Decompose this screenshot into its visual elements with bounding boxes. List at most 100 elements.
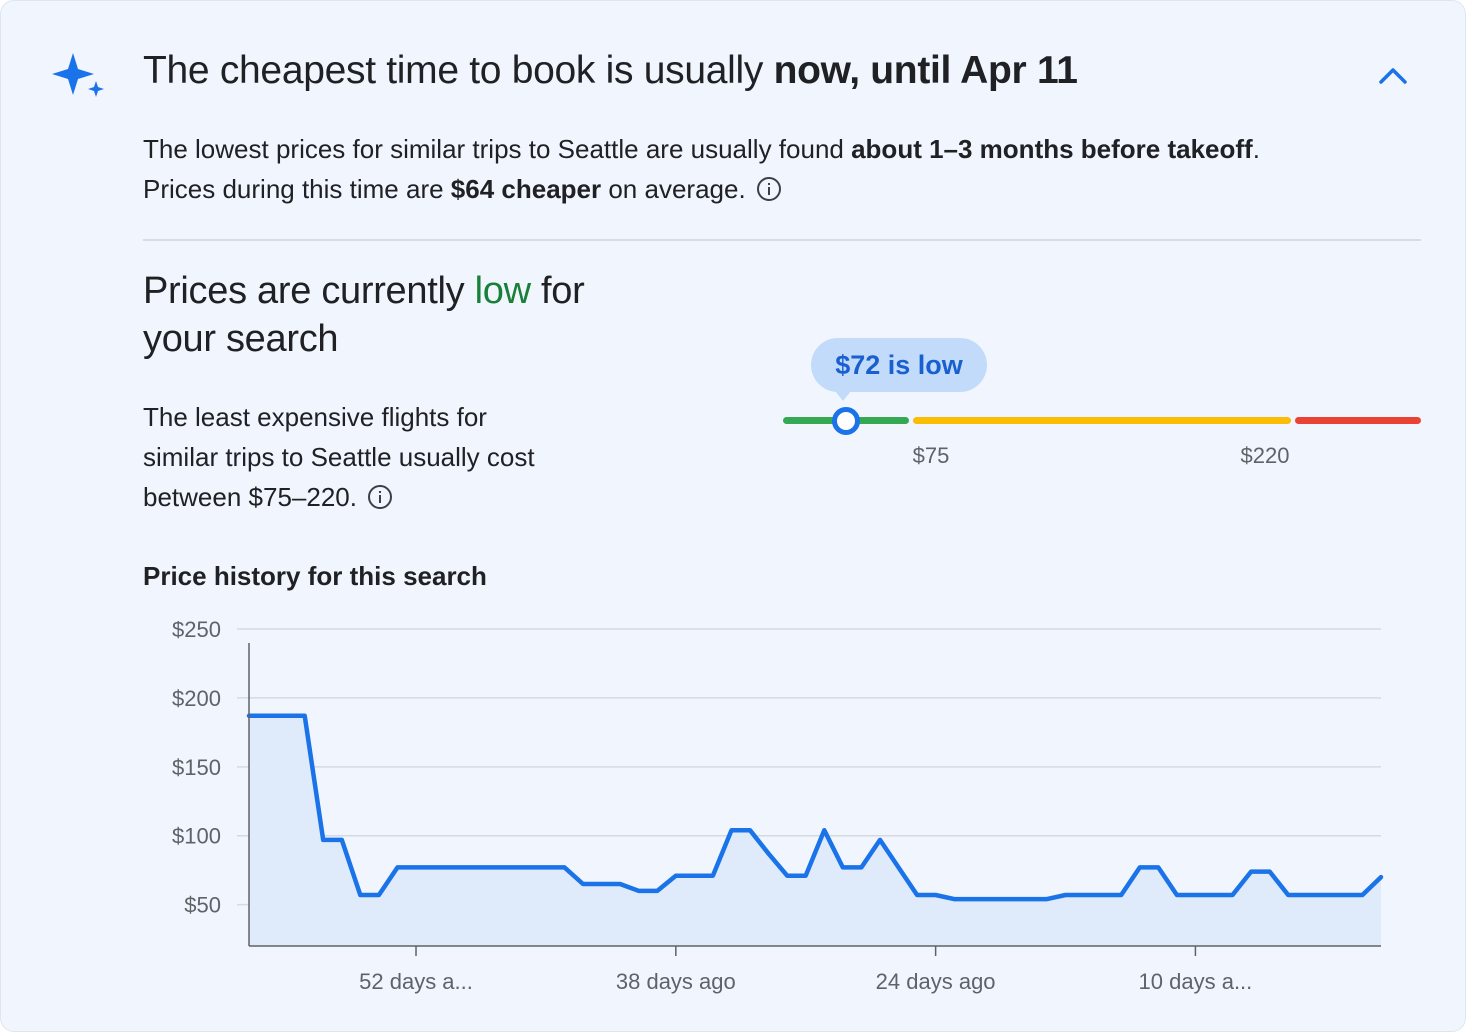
y-tick-label: $50 <box>184 893 221 918</box>
price-point <box>767 852 771 856</box>
price-point <box>1008 897 1012 901</box>
price-point <box>859 865 863 869</box>
insight-text-part: on average. <box>601 174 746 204</box>
price-point <box>1119 893 1123 897</box>
price-point <box>1323 893 1327 897</box>
y-tick-label: $250 <box>172 621 221 642</box>
price-point <box>600 882 604 886</box>
price-point <box>507 865 511 869</box>
price-point <box>1268 870 1272 874</box>
price-point <box>934 893 938 897</box>
price-point <box>1138 865 1142 869</box>
price-point <box>451 865 455 869</box>
price-point <box>303 714 307 718</box>
insight-text-part: The lowest prices for similar trips to S… <box>143 134 852 164</box>
low-threshold-label: $75 <box>912 443 950 468</box>
price-point <box>321 838 325 842</box>
price-point <box>748 828 752 832</box>
price-point <box>1360 893 1364 897</box>
price-point <box>470 865 474 869</box>
price-point <box>340 838 344 842</box>
price-point <box>637 889 641 893</box>
price-point <box>1156 865 1160 869</box>
range-description: The least expensive flights for similar … <box>143 402 535 512</box>
typical-range-text: The least expensive flights for similar … <box>143 397 563 517</box>
insight-text-part: . Prices during this time are <box>143 134 1260 204</box>
price-point <box>1045 897 1049 901</box>
price-point <box>488 865 492 869</box>
price-point <box>395 865 399 869</box>
price-point <box>915 893 919 897</box>
typical-price-segment <box>913 417 1291 424</box>
price-point <box>952 897 956 901</box>
price-area-fill <box>249 715 1381 946</box>
booking-time-headline: The cheapest time to book is usually now… <box>143 49 1078 93</box>
headline-prefix: The cheapest time to book is usually <box>143 49 774 92</box>
price-point <box>377 893 381 897</box>
price-point <box>1286 893 1290 897</box>
price-point <box>525 865 529 869</box>
price-level-word: low <box>474 270 531 312</box>
price-series-line <box>246 713 1384 902</box>
section-divider <box>143 239 1421 241</box>
price-point <box>1193 893 1197 897</box>
price-point <box>1212 893 1216 897</box>
headline-highlight: now, until Apr 11 <box>773 49 1078 92</box>
price-point <box>1249 870 1253 874</box>
price-point <box>729 828 733 832</box>
price-point <box>655 889 659 893</box>
price-point <box>433 865 437 869</box>
x-tick-label: 10 days a... <box>1139 969 1253 994</box>
price-point <box>1101 893 1105 897</box>
price-point <box>1305 893 1309 897</box>
price-point <box>804 874 808 878</box>
price-point <box>674 874 678 878</box>
y-tick-label: $200 <box>172 686 221 711</box>
price-point <box>841 865 845 869</box>
price-point <box>562 865 566 869</box>
price-point <box>711 874 715 878</box>
price-point <box>414 865 418 869</box>
price-point <box>1231 893 1235 897</box>
info-icon[interactable] <box>367 484 393 510</box>
price-point <box>692 874 696 878</box>
chevron-up-icon[interactable] <box>1371 57 1415 93</box>
insight-booking-window: about 1–3 months before takeoff <box>851 134 1253 164</box>
sparkle-icon <box>52 53 104 97</box>
y-tick-label: $150 <box>172 755 221 780</box>
price-point <box>822 828 826 832</box>
y-tick-label: $100 <box>172 824 221 849</box>
price-point <box>989 897 993 901</box>
status-title-part: for your search <box>143 270 585 360</box>
price-point <box>358 893 362 897</box>
price-point <box>1379 875 1383 879</box>
current-price-marker <box>832 407 860 435</box>
x-tick-label: 38 days ago <box>616 969 736 994</box>
x-tick-label: 24 days ago <box>876 969 996 994</box>
booking-insight-text: The lowest prices for similar trips to S… <box>143 129 1313 209</box>
price-history-chart: $250 $200 $150 $100 $50 52 days a... 38 days a… <box>172 621 1384 994</box>
price-status-title: Prices are currently low for your search <box>143 267 663 363</box>
high-price-segment <box>1295 417 1421 424</box>
price-point <box>1064 893 1068 897</box>
x-tick-label: 52 days a... <box>359 969 473 994</box>
price-history-title: Price history for this search <box>143 561 487 591</box>
price-point <box>897 865 901 869</box>
price-point <box>544 865 548 869</box>
price-point <box>785 874 789 878</box>
price-point <box>1175 893 1179 897</box>
insight-savings: $64 cheaper <box>450 174 602 204</box>
price-point <box>618 882 622 886</box>
price-point <box>581 882 585 886</box>
price-point <box>1342 893 1346 897</box>
price-point <box>971 897 975 901</box>
high-threshold-label: $220 <box>1240 443 1290 468</box>
price-point <box>1026 897 1030 901</box>
current-price-tooltip: $72 is low <box>811 338 987 392</box>
status-title-part: Prices are currently <box>143 270 475 312</box>
tooltip-pointer <box>835 391 851 401</box>
price-point <box>1082 893 1086 897</box>
price-point <box>878 838 882 842</box>
info-icon[interactable] <box>756 176 782 202</box>
